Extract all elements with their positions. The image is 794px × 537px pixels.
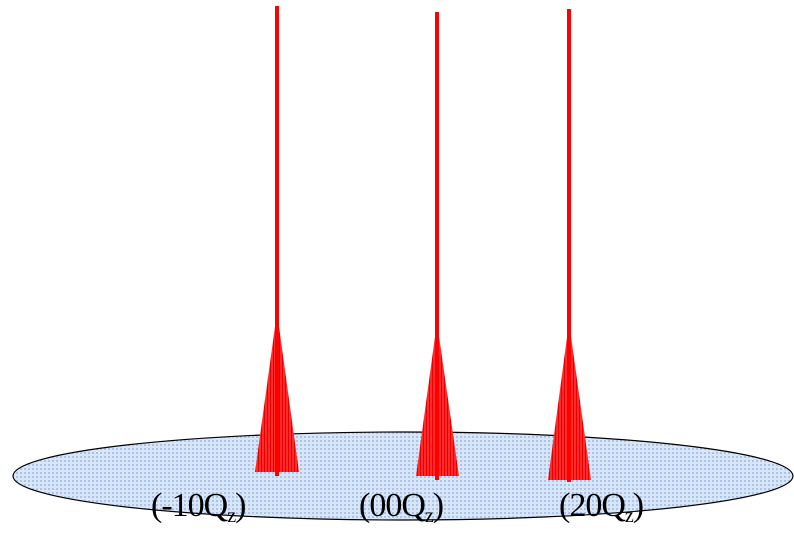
rod-line-2 — [567, 9, 571, 482]
rod-label-00: (00Qz) — [359, 487, 444, 527]
rod-group-1 — [416, 12, 459, 480]
rod-group-2 — [548, 9, 591, 482]
rod-line-1 — [435, 12, 439, 480]
rod-line-0 — [275, 6, 279, 476]
rod-group-0 — [255, 6, 299, 476]
ewald-disk — [12, 431, 794, 521]
rod-label-minus10: (-10Qz) — [151, 487, 246, 527]
rod-label-20: (20Qz) — [559, 487, 644, 527]
